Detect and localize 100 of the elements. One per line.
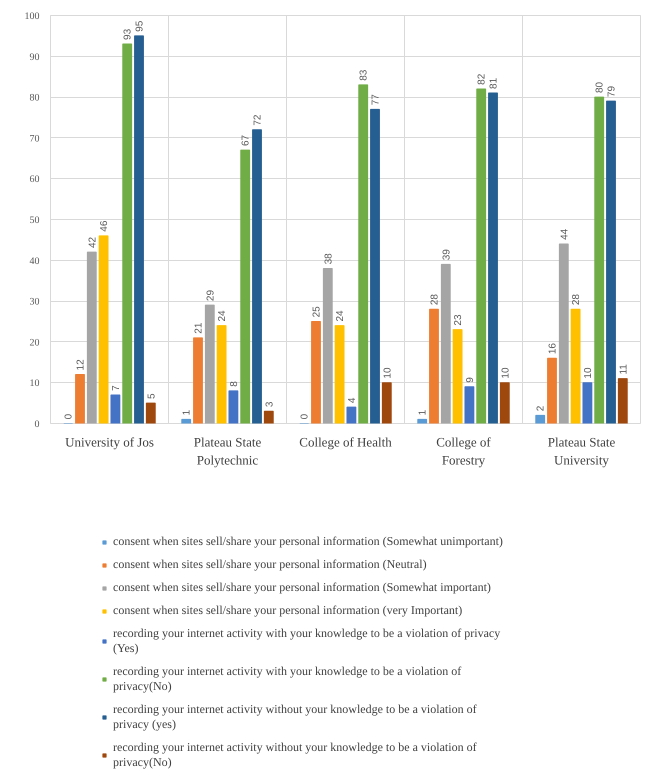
legend-label: recording your internet activity without your knowledge to be a violation of privacy(No) xyxy=(113,740,477,770)
data-label: 39 xyxy=(441,248,452,260)
data-label: 95 xyxy=(134,20,146,32)
y-tick-label: 90 xyxy=(30,52,40,63)
y-tick-label: 60 xyxy=(30,174,40,186)
bar xyxy=(110,394,120,424)
bar xyxy=(382,382,392,424)
data-label: 72 xyxy=(252,114,264,126)
data-label: 23 xyxy=(453,314,464,326)
data-label: 79 xyxy=(606,86,618,98)
y-tick-label: 100 xyxy=(24,11,40,22)
y-tick-label: 40 xyxy=(30,256,40,267)
bar xyxy=(618,378,628,424)
bar xyxy=(98,235,109,424)
bar xyxy=(86,252,97,424)
bar xyxy=(311,321,321,424)
bar xyxy=(500,382,510,424)
bar xyxy=(264,410,274,424)
data-label: 38 xyxy=(323,252,334,264)
bar xyxy=(252,129,262,424)
data-label: 83 xyxy=(358,69,370,81)
legend-label: consent when sites sell/share your personal information (Somewhat unimportant) xyxy=(113,534,503,549)
data-label: 28 xyxy=(571,294,582,306)
bar xyxy=(358,84,368,424)
bar xyxy=(452,329,463,424)
legend-label: recording your internet activity with your knowledge to be a violation of privacy (Yes) xyxy=(113,626,500,656)
data-label: 3 xyxy=(264,401,276,408)
y-tick-label: 70 xyxy=(30,133,40,144)
legend-label: recording your internet activity with your knowledge to be a violation of privacy(No) xyxy=(113,664,462,694)
bar xyxy=(75,374,85,424)
data-label: 77 xyxy=(370,94,382,106)
bar xyxy=(476,88,486,424)
data-label: 12 xyxy=(76,358,86,370)
data-label: 29 xyxy=(205,290,216,302)
bar xyxy=(488,92,498,424)
data-label: 16 xyxy=(548,342,558,354)
bar xyxy=(122,44,132,424)
data-label: 5 xyxy=(146,393,158,400)
data-label: 46 xyxy=(99,220,110,232)
data-label: 10 xyxy=(382,367,394,379)
y-tick-label: 30 xyxy=(30,296,40,308)
y-tick-label: 20 xyxy=(30,337,40,348)
y-tick-label: 10 xyxy=(30,378,40,390)
bar xyxy=(146,402,156,424)
bar xyxy=(417,418,428,424)
y-tick-label: 0 xyxy=(34,419,40,430)
data-label: 10 xyxy=(582,367,594,379)
data-label: 28 xyxy=(430,294,440,306)
data-label: 44 xyxy=(559,228,570,240)
bar xyxy=(570,308,581,424)
legend-label: consent when sites sell/share your personal information (very Important) xyxy=(113,603,462,618)
data-label: 1 xyxy=(418,409,429,416)
data-label: 42 xyxy=(87,236,98,248)
bar xyxy=(322,268,333,424)
y-tick-label: 50 xyxy=(30,215,40,226)
bar xyxy=(134,35,144,424)
data-label: 93 xyxy=(122,28,134,40)
data-label: 2 xyxy=(536,405,547,412)
data-label: 11 xyxy=(618,364,630,375)
data-label: 67 xyxy=(240,134,252,146)
data-label: 4 xyxy=(346,397,358,404)
bar xyxy=(193,337,203,424)
data-label: 82 xyxy=(476,73,488,85)
x-tick-label: Plateau State University xyxy=(548,434,616,468)
bar xyxy=(440,264,451,424)
data-label: 8 xyxy=(228,380,240,387)
bar xyxy=(535,414,546,424)
bar xyxy=(334,325,345,424)
bar xyxy=(181,418,192,424)
bar xyxy=(216,325,227,424)
bar xyxy=(582,382,592,424)
data-label: 0 xyxy=(300,413,311,420)
legend-label: consent when sites sell/share your personal information (Neutral) xyxy=(113,557,427,572)
data-label: 0 xyxy=(64,413,75,420)
bar xyxy=(606,100,616,424)
data-label: 80 xyxy=(594,81,606,94)
x-tick-label: University of Jos xyxy=(65,434,154,450)
bar xyxy=(464,386,474,424)
data-label: 10 xyxy=(500,367,512,379)
data-label: 7 xyxy=(110,384,122,391)
y-tick-label: 80 xyxy=(30,92,40,104)
bar xyxy=(240,150,250,424)
data-label: 1 xyxy=(182,409,193,416)
bar xyxy=(558,243,569,424)
bar xyxy=(594,96,604,424)
legend-label: recording your internet activity without your knowledge to be a violation of privacy (yes) xyxy=(113,702,477,732)
legend-label: consent when sites sell/share your personal information (Somewhat important) xyxy=(113,580,491,595)
data-label: 24 xyxy=(217,310,228,322)
bar xyxy=(370,108,380,424)
x-tick-label: College of Forestry xyxy=(436,434,492,468)
bar xyxy=(204,304,215,424)
data-label: 9 xyxy=(464,376,476,383)
bar xyxy=(346,406,356,424)
data-label: 21 xyxy=(194,322,204,334)
bar xyxy=(228,390,238,424)
bar xyxy=(547,358,557,424)
x-tick-label: College of Health xyxy=(299,434,392,450)
data-label: 25 xyxy=(312,306,322,318)
data-label: 24 xyxy=(335,310,346,322)
data-label: 81 xyxy=(488,77,500,89)
